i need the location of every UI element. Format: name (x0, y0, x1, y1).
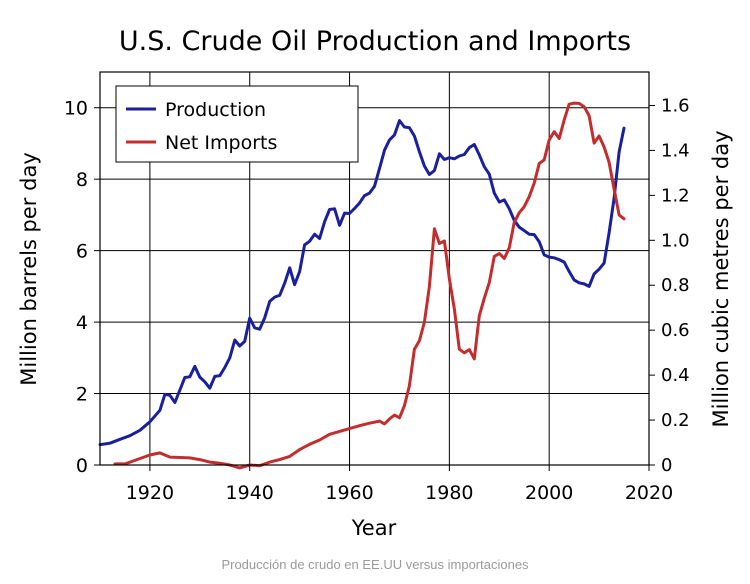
x-axis-label: Year (351, 516, 397, 540)
chart-title: U.S. Crude Oil Production and Imports (119, 26, 631, 57)
x-tick-label: 2000 (525, 482, 573, 504)
series-line-production (98, 119, 626, 447)
x-axis: 1920 1940 1960 1980 2000 2020 (126, 465, 673, 504)
y2-tick-label: 0.6 (661, 320, 690, 341)
y-tick-label: 10 (64, 98, 88, 120)
x-tick-label: 1940 (226, 482, 274, 504)
x-tick-label: 1980 (425, 482, 473, 504)
y2-tick-label: 1.6 (661, 95, 690, 116)
legend: Production Net Imports (115, 85, 359, 163)
y-axis-left: 0 2 4 6 8 10 (64, 98, 100, 477)
y2-tick-label: 1.0 (661, 230, 690, 251)
y-axis-label: Million barrels per day (17, 152, 41, 385)
legend-label-net-imports: Net Imports (165, 132, 277, 154)
plot-frame (99, 71, 650, 466)
caption: Producción de crudo en EE.UU versus impo… (221, 557, 529, 572)
y2-axis-label: Million cubic metres per day (709, 130, 733, 427)
y2-tick-label: 0 (661, 455, 672, 476)
y2-tick-label: 0.2 (661, 410, 690, 431)
y2-tick-label: 0.8 (661, 275, 690, 296)
y2-tick-label: 0.4 (661, 365, 690, 386)
x-tick-label: 2020 (625, 482, 673, 504)
y2-tick-label: 1.4 (661, 140, 690, 161)
y-tick-label: 2 (76, 384, 88, 406)
legend-label-production: Production (165, 99, 266, 121)
y-tick-label: 4 (76, 312, 88, 334)
y-tick-label: 6 (76, 241, 88, 263)
legend-box (115, 85, 359, 163)
x-tick-label: 1920 (126, 482, 174, 504)
x-tick-label: 1960 (325, 482, 373, 504)
y-tick-label: 8 (76, 169, 88, 191)
y2-tick-label: 1.2 (661, 185, 690, 206)
y-axis-right: 0 0.2 0.4 0.6 0.8 1.0 1.2 1.4 1.6 (649, 95, 690, 476)
y-tick-label: 0 (76, 455, 88, 477)
